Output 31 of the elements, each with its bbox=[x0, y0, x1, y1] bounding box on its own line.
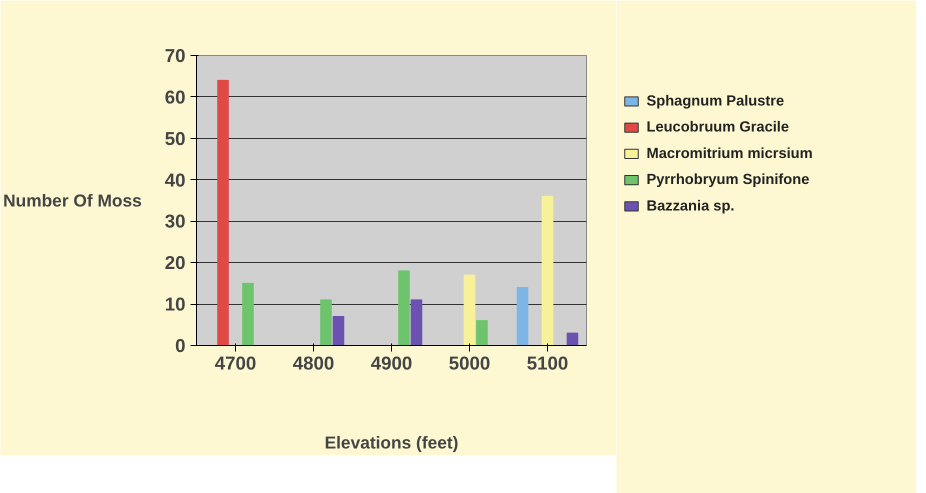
legend-label: Bazzania sp. bbox=[646, 198, 734, 214]
y-axis-title: Number Of Moss bbox=[3, 190, 142, 210]
x-tick-label: 4800 bbox=[292, 352, 334, 374]
bar bbox=[398, 270, 410, 346]
bar bbox=[217, 80, 229, 346]
legend-label: Pyrrhobryum Spinifone bbox=[646, 172, 810, 188]
y-tick-label: 30 bbox=[164, 210, 186, 232]
y-tick-label: 50 bbox=[164, 128, 186, 149]
bar bbox=[542, 196, 554, 346]
x-tick-label: 5000 bbox=[448, 352, 490, 374]
x-tick-label: 4700 bbox=[214, 352, 256, 374]
bar bbox=[516, 287, 528, 346]
x-tick-label: 4900 bbox=[370, 352, 412, 374]
y-tick-label: 70 bbox=[164, 45, 186, 66]
y-tick-label: 60 bbox=[164, 86, 186, 108]
y-tick-label: 20 bbox=[164, 252, 186, 274]
x-tick-label: 5100 bbox=[526, 352, 568, 374]
y-tick-label: 0 bbox=[175, 335, 186, 356]
bar bbox=[410, 299, 422, 346]
bar bbox=[320, 299, 332, 346]
bar bbox=[332, 316, 344, 346]
legend-label: Leucobruum Gracile bbox=[646, 120, 790, 136]
bar bbox=[242, 282, 254, 346]
legend-label: Macromitrium micrsium bbox=[646, 146, 813, 162]
x-axis-title: Elevations (feet) bbox=[324, 432, 458, 452]
y-tick-label: 10 bbox=[164, 294, 186, 315]
y-tick-label: 40 bbox=[164, 169, 186, 190]
bar bbox=[464, 274, 476, 346]
bar bbox=[476, 320, 488, 346]
bar bbox=[566, 332, 578, 346]
legend-label: Sphagnum Palustre bbox=[646, 93, 784, 110]
